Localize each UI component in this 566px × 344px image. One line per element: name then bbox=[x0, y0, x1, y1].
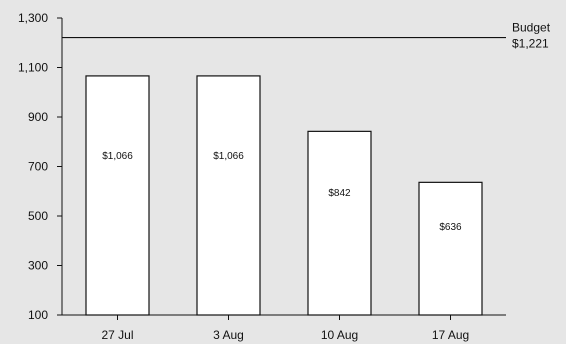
bar bbox=[418, 181, 483, 316]
y-tick-label: 500 bbox=[28, 209, 48, 223]
x-tick-label: 10 Aug bbox=[321, 328, 358, 342]
y-tick-label: 900 bbox=[28, 110, 48, 124]
bar-data-label: $636 bbox=[439, 222, 462, 233]
x-tick-label: 27 Jul bbox=[101, 328, 133, 342]
axes: 100 300 500 700 900 1,100 1,300 27 Jul 3 Aug 10 A… bbox=[18, 11, 506, 342]
bar bbox=[196, 75, 261, 316]
bar bbox=[85, 75, 150, 316]
y-tick-label: 1,100 bbox=[18, 61, 48, 75]
bar bbox=[307, 130, 372, 316]
budget-label: Budget bbox=[512, 21, 551, 35]
y-tick-label: 100 bbox=[28, 308, 48, 322]
bars: $1,066 $1,066 $842 $636 bbox=[85, 75, 483, 316]
bar-data-label: $1,066 bbox=[213, 151, 244, 162]
bar-data-label: $842 bbox=[328, 188, 351, 199]
x-tick-label: 3 Aug bbox=[213, 328, 244, 342]
budget-reference: Budget $1,221 bbox=[62, 21, 551, 51]
y-tick-label: 700 bbox=[28, 160, 48, 174]
budget-value-label: $1,221 bbox=[512, 37, 549, 51]
y-tick-label: 1,300 bbox=[18, 11, 48, 25]
bar-data-label: $1,066 bbox=[102, 151, 133, 162]
y-tick-label: 300 bbox=[28, 259, 48, 273]
x-tick-label: 17 Aug bbox=[432, 328, 469, 342]
